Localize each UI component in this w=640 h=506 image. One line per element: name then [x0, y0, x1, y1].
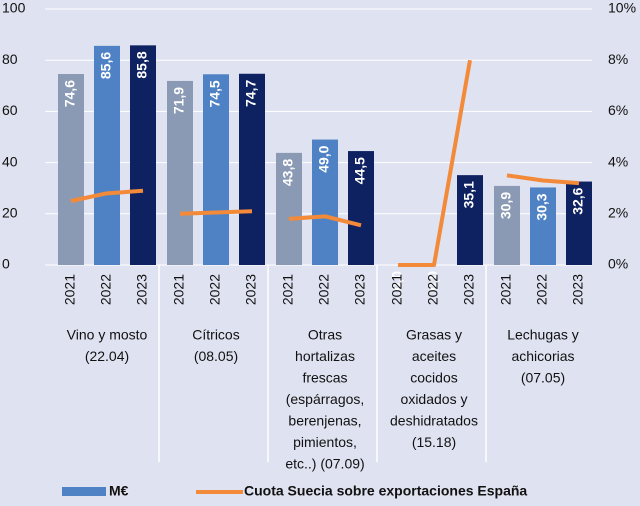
y2-tick-label: 0% [608, 256, 628, 272]
value-label: 71,9 [171, 87, 187, 114]
x-tick-label: 2023 [243, 274, 259, 305]
y-tick-label: 60 [2, 102, 18, 118]
x-tick-label: 2023 [570, 274, 586, 305]
x-tick-label: 2022 [207, 274, 223, 305]
group-label: Vino y mosto [67, 327, 148, 343]
value-label: 49,0 [316, 145, 332, 172]
bar [203, 74, 229, 265]
group-label: (08.05) [194, 348, 238, 364]
share-line [506, 173, 580, 186]
share-line [288, 214, 362, 228]
group-label: aceites [412, 348, 456, 364]
bar [94, 45, 120, 265]
bar [530, 187, 556, 265]
value-label: 85,8 [134, 51, 150, 78]
group-label: (espárragos, [286, 391, 365, 407]
value-label: 44,5 [352, 157, 368, 184]
group-label: hortalizas [295, 348, 355, 364]
bar [312, 139, 338, 265]
y2-tick-label: 8% [608, 51, 628, 67]
y2-tick-label: 4% [608, 153, 628, 169]
y2-tick-label: 10% [608, 0, 636, 16]
value-label: 43,8 [280, 159, 296, 186]
x-tick-label: 2023 [461, 274, 477, 305]
share-line [179, 209, 253, 216]
y-tick-label: 40 [2, 153, 18, 169]
group-label: Grasas y [406, 327, 462, 343]
y-tick-label: 20 [2, 205, 18, 221]
group-label: (22.04) [85, 348, 129, 364]
value-label: 74,7 [243, 80, 259, 107]
value-label: 35,1 [461, 181, 477, 208]
group-label: oxidados y [401, 391, 468, 407]
y-tick-label: 80 [2, 51, 18, 67]
group-label: Otras [308, 327, 342, 343]
y2-tick-label: 6% [608, 102, 628, 118]
share-line [70, 188, 144, 203]
group-label: etc..) (07.09) [285, 456, 364, 472]
group-label: achicorias [511, 348, 574, 364]
x-tick-label: 2021 [62, 274, 78, 305]
value-label: 85,6 [98, 52, 114, 79]
y-tick-label: 100 [2, 0, 26, 16]
bar [58, 74, 84, 265]
group-label: pimientos, [293, 434, 357, 450]
group-label: berenjenas, [288, 413, 361, 429]
group-label: Cítricos [192, 327, 239, 343]
bar [348, 151, 374, 265]
legend-label: M€ [109, 483, 129, 499]
legend-swatch [62, 487, 106, 496]
group-label: (07.05) [521, 370, 565, 386]
group-label: Lechugas y [507, 327, 579, 343]
x-tick-label: 2022 [316, 274, 332, 305]
x-tick-label: 2021 [389, 274, 405, 305]
legend-label: Cuota Suecia sobre exportaciones España [244, 483, 527, 499]
x-tick-label: 2022 [534, 274, 550, 305]
y2-tick-label: 2% [608, 205, 628, 221]
bar [239, 73, 265, 265]
x-tick-label: 2022 [98, 274, 114, 305]
x-tick-label: 2022 [425, 274, 441, 305]
value-label: 32,6 [570, 187, 586, 214]
value-label: 30,9 [498, 192, 514, 219]
value-label: 74,5 [207, 80, 223, 107]
share-line [398, 59, 472, 267]
value-label: 30,3 [534, 193, 550, 220]
bar [457, 175, 483, 265]
value-label: 0,0 [389, 271, 405, 291]
value-label: 74,6 [62, 80, 78, 107]
value-label: 0,0 [425, 271, 441, 291]
group-label: deshidratados [390, 413, 478, 429]
y-tick-label: 0 [2, 256, 10, 272]
group-label: frescas [302, 370, 347, 386]
x-tick-label: 2021 [171, 274, 187, 305]
x-tick-label: 2021 [280, 274, 296, 305]
x-tick-label: 2021 [498, 274, 514, 305]
x-tick-label: 2023 [134, 274, 150, 305]
bar [494, 185, 520, 265]
group-label: cocidos [410, 370, 457, 386]
x-tick-label: 2023 [352, 274, 368, 305]
bar [167, 80, 193, 265]
bar [276, 152, 302, 265]
bar [566, 181, 592, 265]
bar [130, 45, 156, 265]
group-label: (15.18) [412, 434, 456, 450]
